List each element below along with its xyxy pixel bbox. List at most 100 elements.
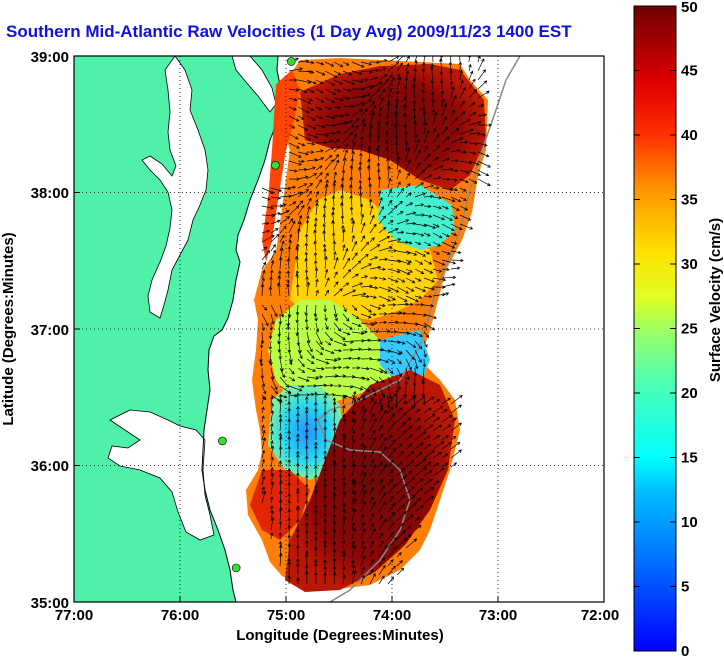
velocity-arrow — [288, 142, 300, 149]
velocity-arrow — [261, 429, 266, 441]
velocity-arrow — [333, 70, 342, 75]
velocity-arrow — [405, 425, 413, 432]
velocity-arrow — [342, 143, 349, 153]
velocity-arrow — [333, 130, 341, 135]
velocity-arrow — [313, 229, 317, 243]
velocity-arrow — [270, 422, 274, 432]
velocity-arrow — [450, 241, 458, 245]
velocity-arrow — [421, 68, 425, 81]
velocity-arrow — [396, 181, 401, 189]
velocity-arrow — [369, 429, 376, 441]
velocity-arrow — [396, 219, 410, 225]
map-title: Southern Mid-Atlantic Raw Velocities (1 … — [6, 22, 572, 41]
velocity-arrow — [288, 97, 298, 102]
velocity-arrow — [396, 430, 407, 441]
velocity-arrow — [468, 141, 479, 146]
velocity-arrow — [450, 422, 462, 432]
velocity-arrow — [378, 461, 383, 468]
colorbar — [633, 5, 677, 652]
velocity-arrow — [378, 339, 388, 343]
velocity-arrow — [360, 404, 365, 414]
velocity-arrow — [324, 313, 328, 322]
velocity-arrow — [288, 367, 295, 375]
velocity-arrow — [441, 126, 449, 135]
velocity-arrow — [369, 68, 379, 72]
velocity-arrow — [268, 340, 273, 351]
velocity-arrow — [412, 394, 416, 409]
velocity-arrow — [378, 74, 388, 81]
velocity-arrow — [396, 450, 405, 459]
velocity-arrow — [270, 376, 278, 391]
velocity-arrow — [333, 145, 341, 153]
velocity-arrow — [305, 474, 309, 486]
velocity-arrow — [297, 167, 308, 172]
velocity-arrow — [414, 505, 424, 513]
axis-ticks — [74, 192, 499, 602]
velocity-arrow — [351, 438, 356, 450]
velocity-arrow — [387, 385, 393, 400]
velocity-arrow — [351, 463, 357, 477]
velocity-arrow — [323, 438, 327, 450]
velocity-arrow — [423, 407, 432, 414]
velocity-arrow — [261, 187, 275, 194]
velocity-arrow — [351, 429, 356, 441]
velocity-arrow — [279, 506, 283, 522]
velocity-arrow — [378, 312, 388, 316]
velocity-arrow — [333, 79, 343, 85]
velocity-arrow — [414, 250, 427, 257]
velocity-arrow — [387, 393, 398, 405]
velocity-arrow — [278, 520, 283, 531]
velocity-arrow — [351, 109, 363, 117]
velocity-arrow — [323, 467, 327, 477]
velocity-arrow — [377, 175, 382, 189]
velocity-arrow — [314, 267, 319, 279]
velocity-arrow — [324, 155, 333, 162]
velocity-arrow — [288, 191, 303, 198]
velocity-arrow — [414, 358, 419, 370]
velocity-arrow — [405, 331, 417, 337]
colorbar-tick-label: 30 — [681, 256, 698, 273]
velocity-arrow — [333, 88, 342, 93]
velocity-arrow — [341, 224, 345, 234]
velocity-arrow — [324, 268, 329, 279]
velocity-arrow — [333, 281, 339, 288]
velocity-arrow — [279, 498, 283, 513]
velocity-arrow — [377, 121, 381, 134]
velocity-arrow — [323, 572, 327, 585]
velocity-arrow — [331, 219, 335, 234]
velocity-arrow — [432, 451, 442, 459]
velocity-arrow — [351, 570, 357, 585]
velocity-arrow — [378, 564, 386, 576]
velocity-arrow — [394, 134, 399, 144]
velocity-arrow — [378, 286, 392, 292]
velocity-arrow — [304, 409, 309, 423]
velocity-arrow — [414, 396, 426, 405]
velocity-arrow — [324, 131, 336, 135]
velocity-arrow — [342, 244, 346, 252]
velocity-arrow — [270, 304, 278, 317]
velocity-arrow — [270, 385, 278, 395]
velocity-arrow — [342, 304, 347, 313]
velocity-arrow — [441, 103, 448, 117]
y-tick-label: 38:00 — [31, 185, 69, 202]
velocity-arrow — [269, 276, 273, 288]
velocity-arrow — [259, 340, 264, 349]
velocity-arrow — [360, 454, 367, 468]
velocity-arrow — [387, 286, 400, 293]
velocity-arrow — [396, 230, 405, 235]
velocity-arrow — [450, 137, 464, 144]
velocity-arrow — [441, 205, 449, 210]
velocity-arrow — [432, 127, 437, 135]
velocity-arrow — [360, 122, 366, 135]
velocity-arrow — [378, 433, 384, 441]
velocity-arrow — [315, 358, 330, 365]
velocity-arrow — [304, 251, 309, 261]
velocity-arrow — [396, 367, 402, 378]
velocity-arrow — [261, 424, 265, 432]
velocity-arrow — [360, 545, 366, 558]
velocity-arrow — [360, 540, 365, 549]
station-marker — [271, 160, 280, 170]
velocity-arrow — [450, 178, 458, 182]
velocity-arrow — [405, 395, 417, 405]
